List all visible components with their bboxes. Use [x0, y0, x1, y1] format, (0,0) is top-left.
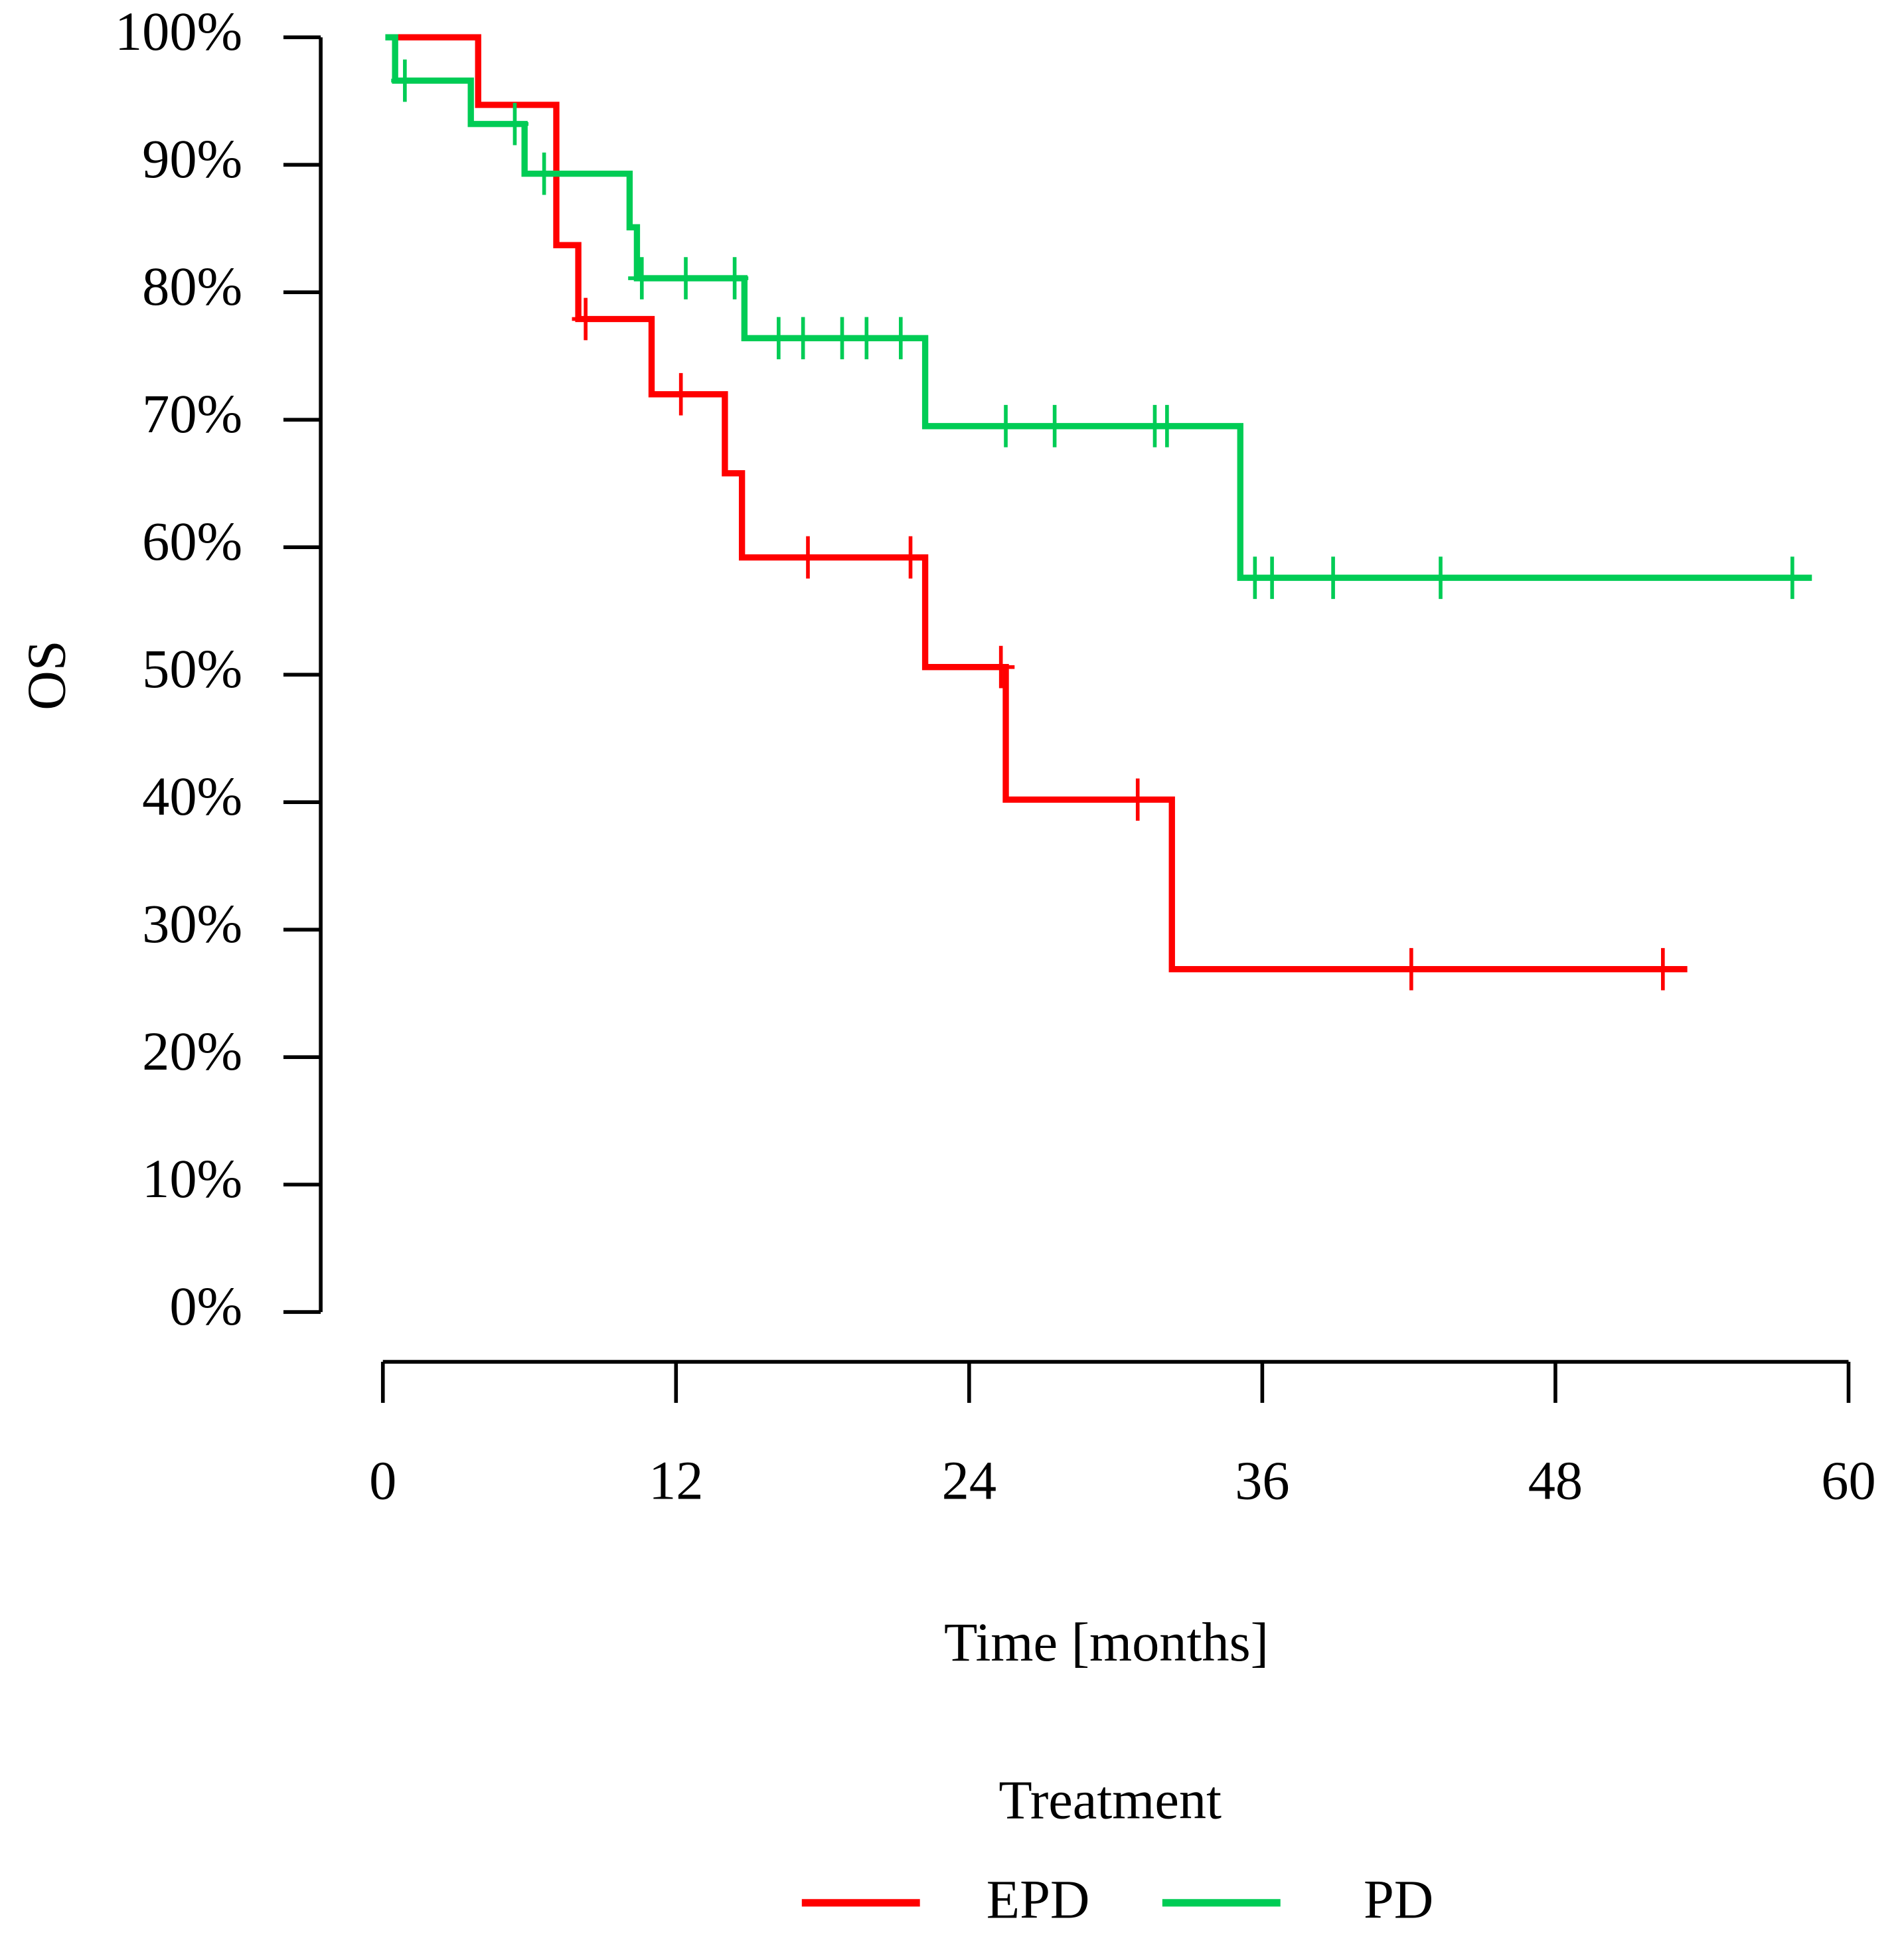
censor-mark [501, 102, 529, 145]
censor-mark [572, 297, 599, 341]
censor-mark [852, 317, 880, 360]
x-tick-label: 12 [649, 1450, 703, 1511]
y-tick-label: 30% [142, 894, 242, 954]
censor-mark [987, 645, 1015, 689]
x-tick-label: 48 [1528, 1450, 1583, 1511]
y-tick-label: 100% [115, 1, 242, 62]
censor-mark [1319, 556, 1347, 600]
x-axis-label: Time [months] [944, 1612, 1269, 1673]
legend-title: Treatment [998, 1770, 1222, 1831]
censor-mark [1041, 404, 1069, 448]
censor-mark [765, 317, 793, 360]
x-tick-label: 0 [369, 1450, 396, 1511]
y-tick-label: 20% [142, 1021, 242, 1082]
legend-label: PD [1364, 1869, 1433, 1929]
censor-mark [1124, 778, 1152, 821]
censor-mark [628, 257, 656, 299]
censor-mark [1649, 947, 1677, 991]
censor-mark [992, 404, 1020, 448]
y-tick-label: 70% [142, 384, 242, 444]
y-tick-label: 0% [169, 1276, 242, 1337]
censor-mark [672, 257, 700, 299]
censor-mark [896, 536, 925, 579]
censor-mark [1779, 556, 1806, 600]
censor-mark [789, 317, 817, 360]
x-tick-label: 36 [1235, 1450, 1289, 1511]
y-tick-label: 40% [142, 766, 242, 827]
censor-mark [721, 257, 749, 299]
y-tick-label: 60% [142, 511, 242, 572]
x-tick-label: 24 [942, 1450, 996, 1511]
survival-curve [385, 34, 1812, 581]
y-tick-label: 90% [142, 129, 242, 189]
censor-mark [828, 317, 856, 360]
y-axis-label: OS [17, 640, 77, 710]
y-tick-label: 50% [142, 639, 242, 699]
legend-label: EPD [987, 1869, 1090, 1929]
censor-mark [1427, 556, 1455, 600]
survival-curve [397, 34, 1688, 973]
censor-mark [1153, 404, 1181, 448]
y-tick-label: 10% [142, 1149, 242, 1209]
censor-mark [667, 372, 695, 416]
x-tick-label: 60 [1821, 1450, 1875, 1511]
censor-mark [391, 59, 419, 102]
y-tick-label: 80% [142, 256, 242, 317]
censor-mark [1397, 947, 1425, 991]
censor-mark [1258, 556, 1286, 600]
censor-mark [887, 317, 915, 360]
censor-mark [530, 152, 558, 195]
censor-mark [794, 536, 822, 579]
